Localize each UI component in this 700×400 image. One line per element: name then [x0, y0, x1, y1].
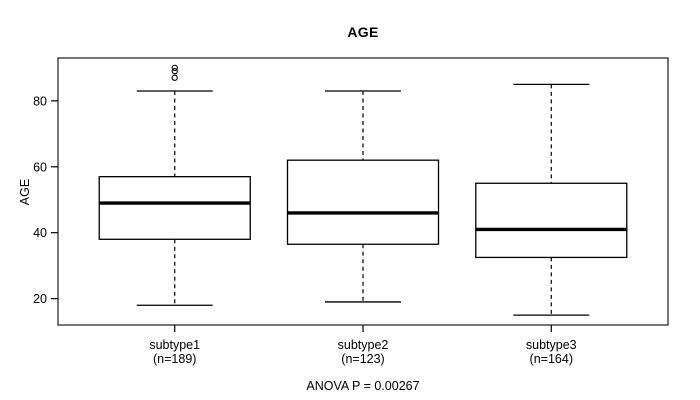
group-n-count: (n=164) [529, 351, 573, 366]
outlier-point [171, 68, 178, 75]
x-group-label: subtype2 (n=123) [283, 338, 443, 366]
outlier-point [171, 74, 178, 81]
group-n-count: (n=189) [153, 351, 197, 366]
iqr-box [286, 159, 440, 245]
anova-annotation: ANOVA P = 0.00267 [306, 379, 420, 393]
group-name: subtype1 [149, 338, 201, 352]
group-name: subtype2 [337, 338, 389, 352]
x-group-label: subtype1 (n=189) [95, 338, 255, 366]
group-name: subtype3 [525, 338, 577, 352]
iqr-box [98, 176, 251, 240]
chart-title: AGE [347, 24, 379, 40]
iqr-box [475, 182, 628, 259]
group-n-count: (n=123) [341, 351, 385, 366]
y-tick-label: 60 [33, 160, 47, 174]
outlier-point [171, 64, 178, 72]
y-tick-label: 80 [33, 94, 47, 108]
x-group-label: subtype3 (n=164) [471, 338, 631, 366]
y-tick-label: 40 [33, 226, 47, 240]
y-tick-label: 20 [33, 292, 47, 306]
